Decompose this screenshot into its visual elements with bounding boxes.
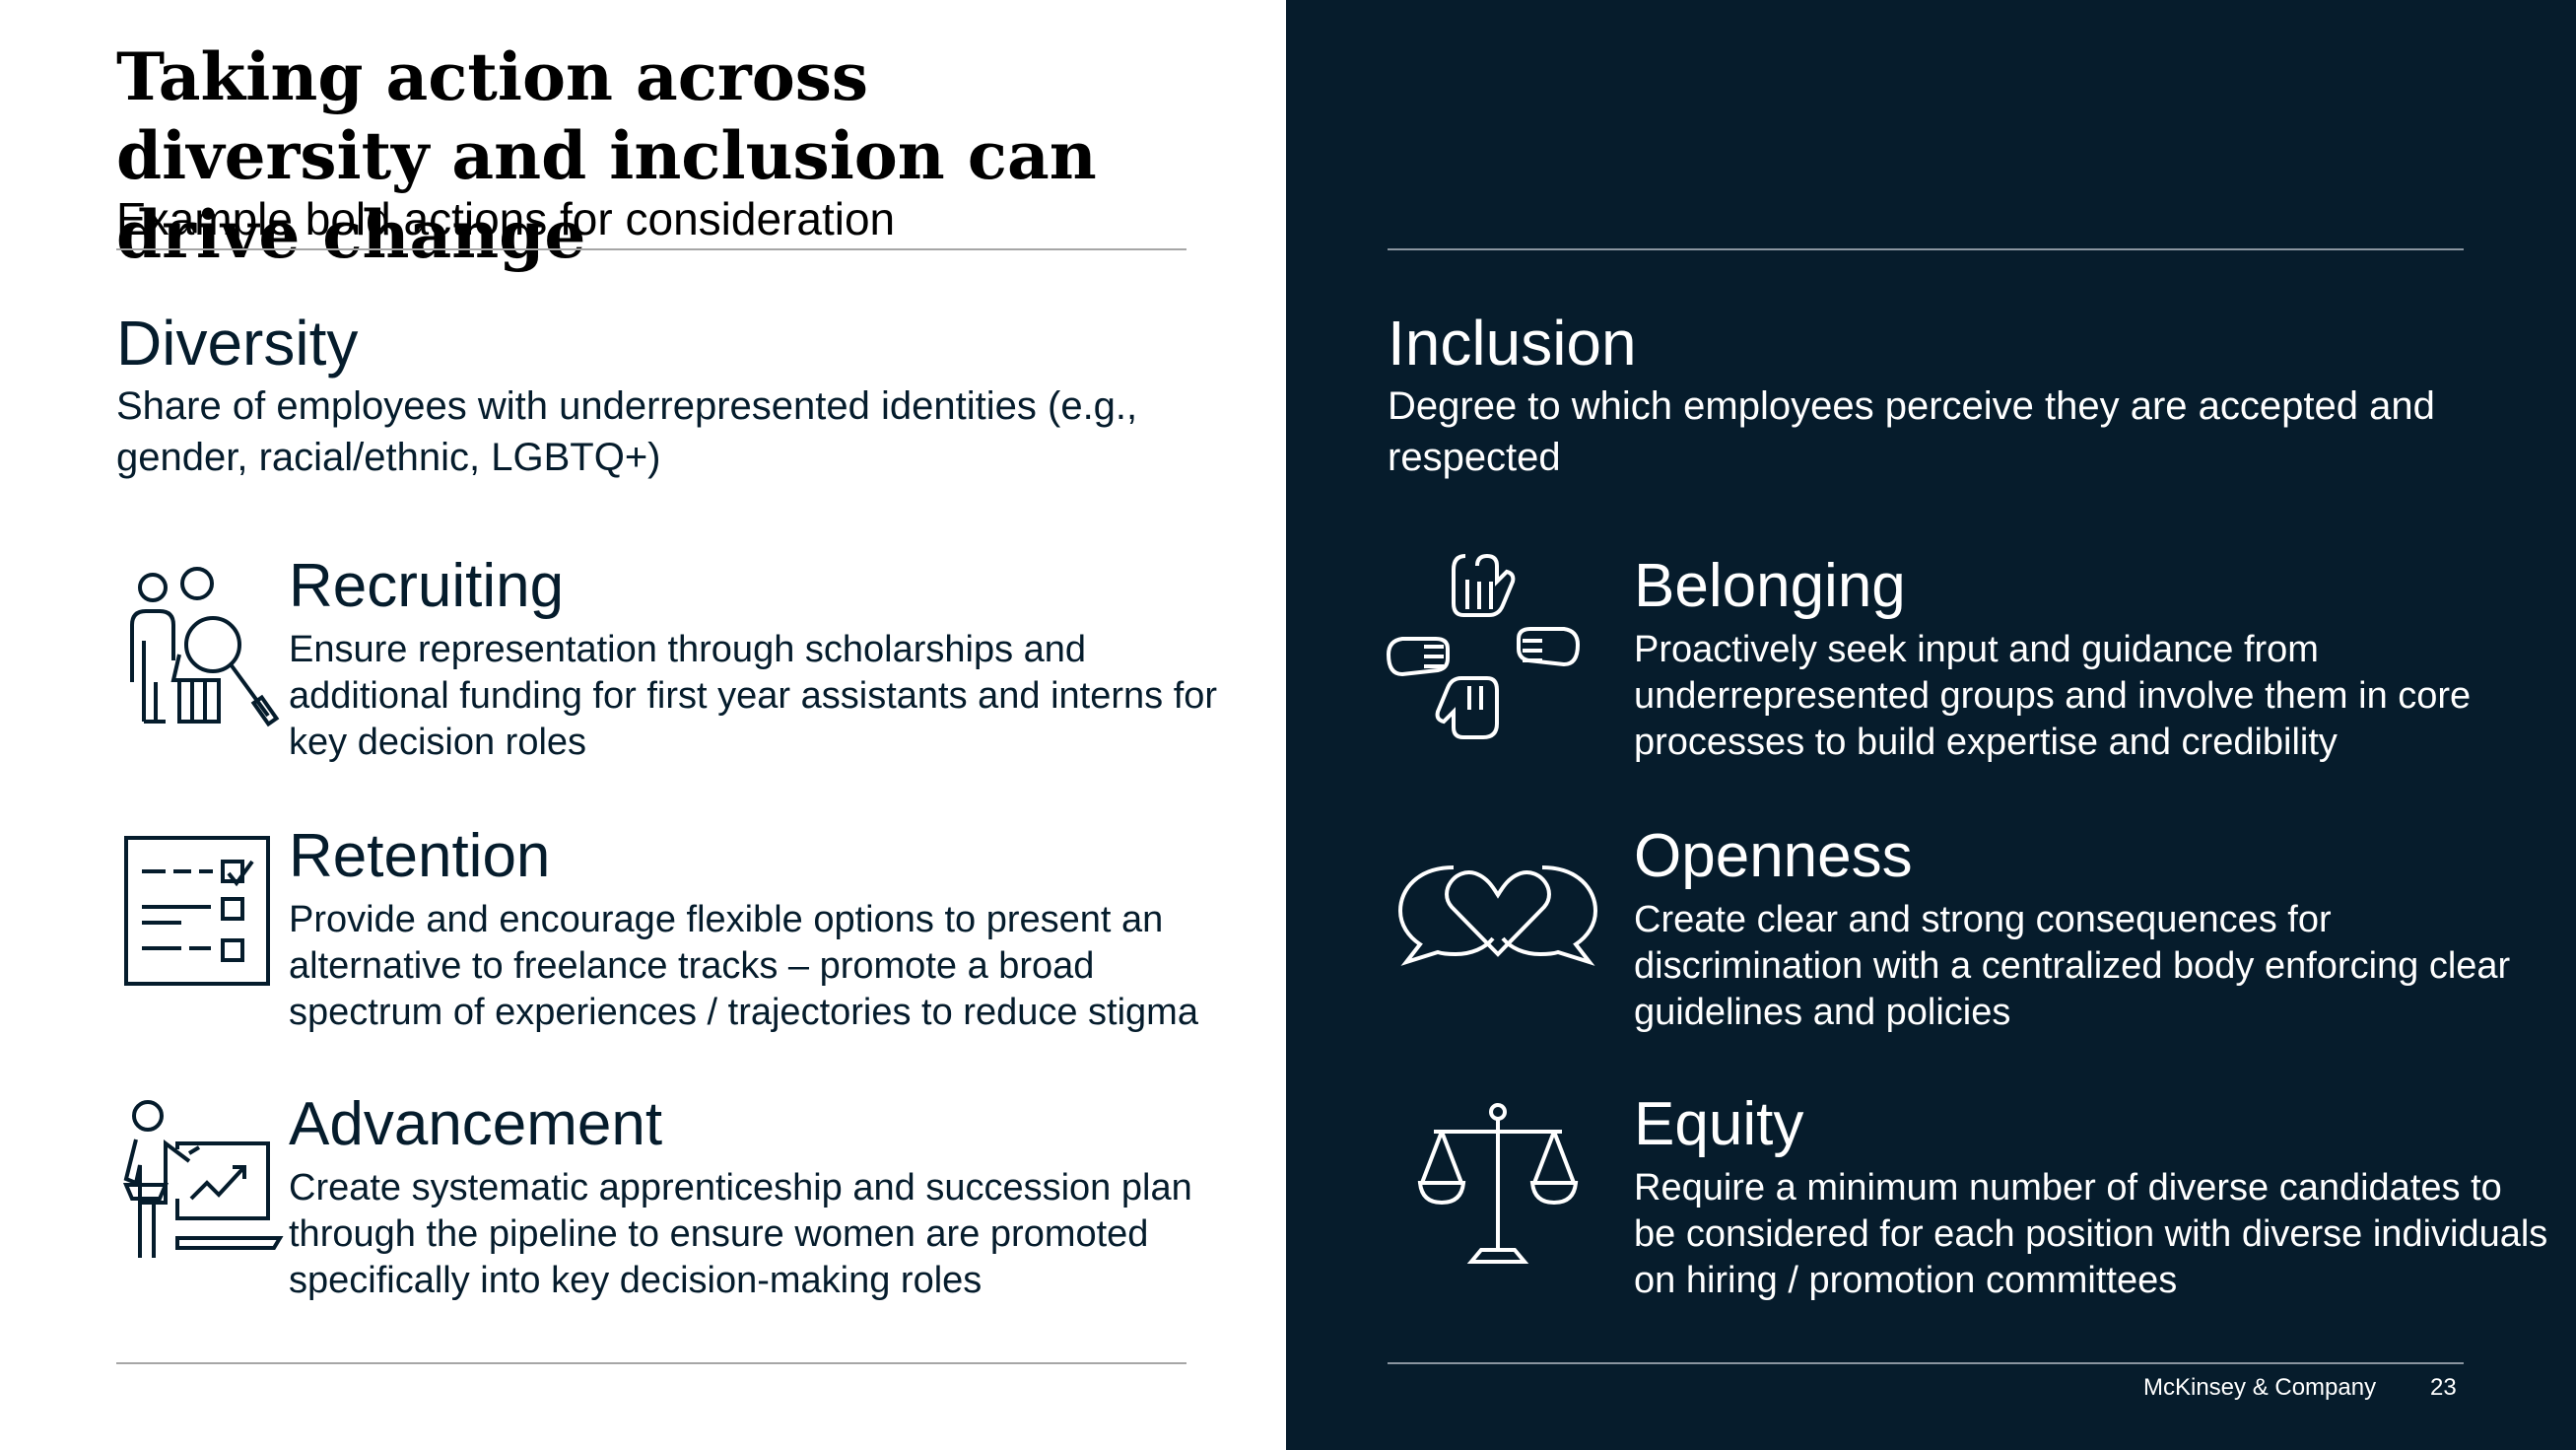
- footer-brand: McKinsey & Company: [2143, 1374, 2377, 1401]
- page-number: 23: [2430, 1374, 2457, 1401]
- page-subtitle: Example bold actions for consideration: [116, 193, 896, 244]
- speech-bubbles-heart-icon: [1394, 860, 1601, 968]
- checklist-icon: [122, 834, 272, 988]
- inclusion-panel: Inclusion Degree to which employees perc…: [1286, 0, 2576, 1450]
- inclusion-description: Degree to which employees perceive they …: [1388, 384, 2435, 479]
- page-title: Taking action across diversity and inclu…: [116, 38, 1097, 273]
- header-divider: [116, 248, 1186, 250]
- openness-description: Create clear and strong consequences for…: [1634, 899, 2511, 1033]
- retention-title: Retention: [289, 822, 551, 890]
- diversity-description: Share of employees with underrepresented…: [116, 384, 1138, 479]
- equity-description: Require a minimum number of diverse cand…: [1634, 1167, 2548, 1301]
- retention-description: Provide and encourage flexible options t…: [289, 899, 1198, 1033]
- advancement-title: Advancement: [289, 1090, 663, 1158]
- advancement-description: Create systematic apprenticeship and suc…: [289, 1167, 1192, 1301]
- equity-title: Equity: [1634, 1090, 1804, 1158]
- diversity-heading: Diversity: [116, 308, 359, 379]
- diversity-bottom-divider: [116, 1362, 1186, 1364]
- recruiting-title: Recruiting: [289, 552, 565, 620]
- people-magnifier-icon: [118, 564, 281, 731]
- balance-scale-icon: [1414, 1102, 1582, 1270]
- diversity-panel: Taking action across diversity and inclu…: [0, 0, 1286, 1450]
- belonging-description: Proactively seek input and guidance from…: [1634, 629, 2472, 763]
- openness-title: Openness: [1634, 822, 1913, 890]
- inclusion-top-divider: [1388, 248, 2464, 250]
- inclusion-bottom-divider: [1388, 1362, 2464, 1364]
- recruiting-description: Ensure representation through scholarshi…: [289, 629, 1218, 763]
- inclusion-heading: Inclusion: [1388, 308, 1637, 379]
- presenter-chart-icon: [116, 1100, 284, 1268]
- belonging-title: Belonging: [1634, 552, 1906, 620]
- hands-together-icon: [1385, 552, 1582, 745]
